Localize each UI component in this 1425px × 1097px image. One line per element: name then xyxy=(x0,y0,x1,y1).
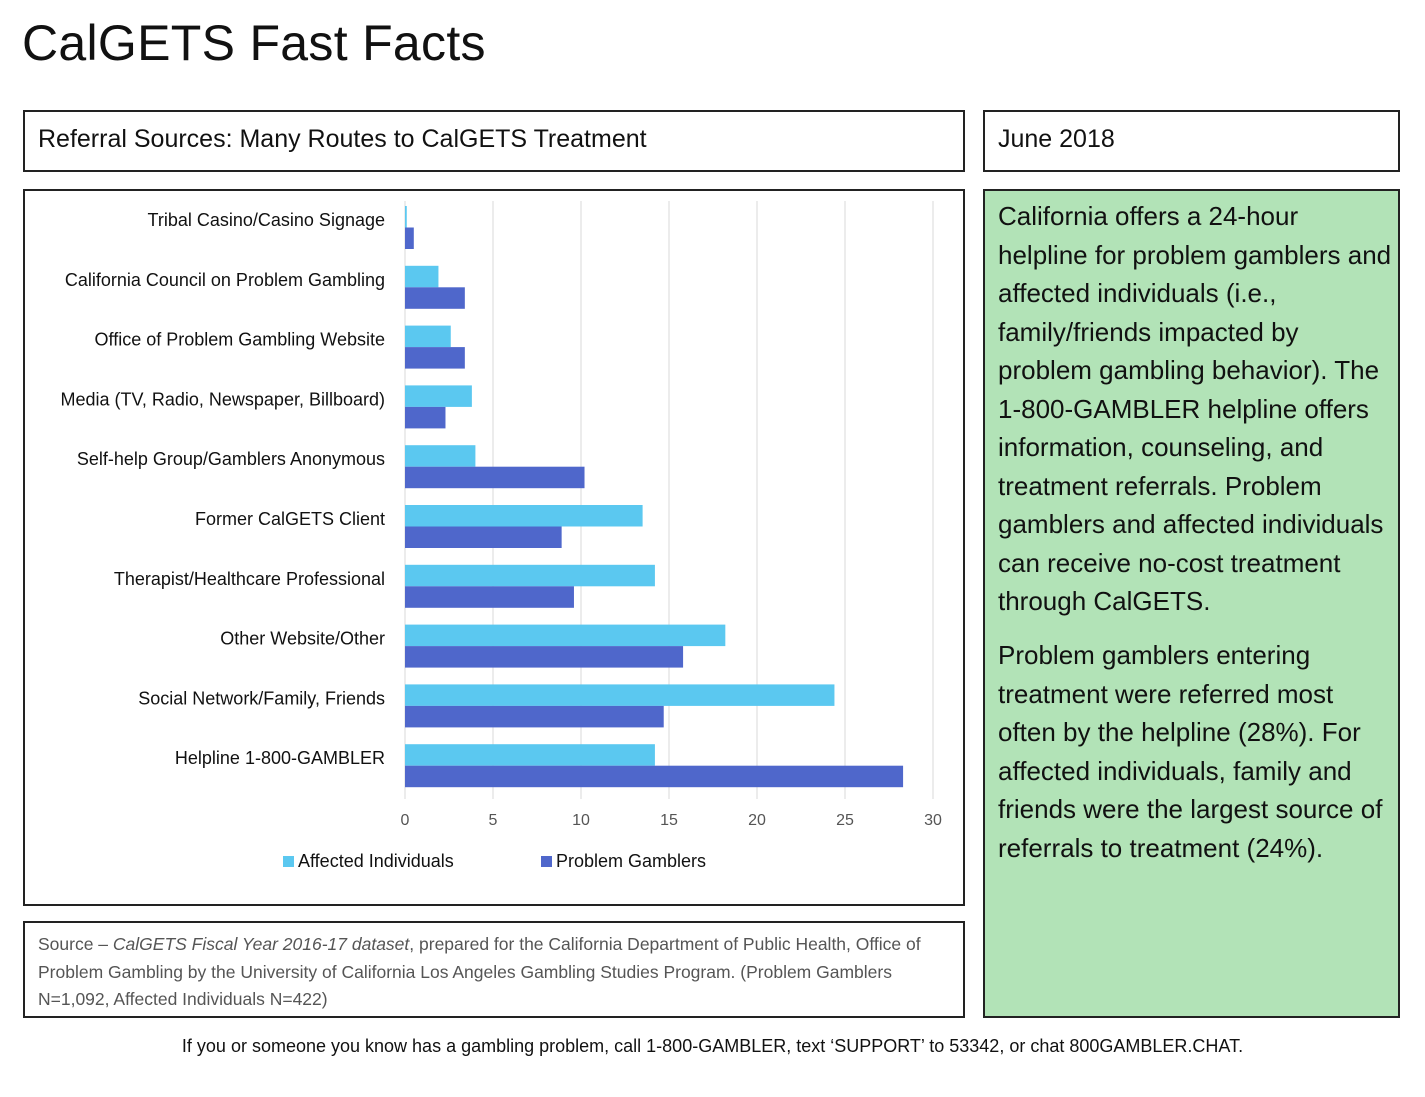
x-tick-label: 30 xyxy=(924,812,942,829)
x-tick-label: 5 xyxy=(489,812,498,829)
category-label: Helpline 1-800-GAMBLER xyxy=(175,748,385,768)
chart-x-ticks: 0 5 10 15 20 25 30 xyxy=(401,812,942,829)
bar-problem-gamblers xyxy=(405,646,684,668)
bar-problem-gamblers xyxy=(405,227,414,249)
legend-swatch xyxy=(283,856,294,867)
category-label: Social Network/Family, Friends xyxy=(138,688,385,708)
chart-bars xyxy=(405,206,904,788)
bar-affected-individuals xyxy=(405,684,835,706)
bar-affected-individuals xyxy=(405,445,476,467)
category-label: Tribal Casino/Casino Signage xyxy=(148,210,385,230)
x-tick-label: 15 xyxy=(660,812,678,829)
chart-category-labels: Tribal Casino/Casino Signage California C… xyxy=(61,210,386,768)
footer-helpline-text: If you or someone you know has a gamblin… xyxy=(181,1036,1244,1056)
bar-affected-individuals xyxy=(405,265,439,288)
bar-problem-gamblers xyxy=(405,347,465,369)
x-tick-label: 0 xyxy=(401,812,410,829)
legend-label: Affected Individuals xyxy=(298,851,454,871)
category-label: Former CalGETS Client xyxy=(195,509,385,529)
bar-problem-gamblers xyxy=(405,406,446,429)
bar-problem-gamblers xyxy=(405,586,574,608)
bar-problem-gamblers xyxy=(405,466,585,489)
x-tick-label: 10 xyxy=(572,812,590,829)
referral-bar-chart: Tribal Casino/Casino Signage California C… xyxy=(61,201,942,871)
category-label: Other Website/Other xyxy=(220,629,385,649)
x-tick-label: 25 xyxy=(836,812,854,829)
source-prefix: Source – xyxy=(38,934,113,954)
bar-problem-gamblers xyxy=(405,526,562,548)
bar-affected-individuals xyxy=(405,385,472,407)
chart-panel: Tribal Casino/Casino Signage California C… xyxy=(23,189,965,906)
bar-problem-gamblers xyxy=(405,765,904,788)
category-label: Media (TV, Radio, Newspaper, Billboard) xyxy=(61,389,386,409)
report-date: June 2018 xyxy=(998,125,1115,153)
bar-affected-individuals xyxy=(405,624,726,647)
source-note-box: Source – CalGETS Fiscal Year 2016-17 dat… xyxy=(23,921,965,1018)
legend-swatch xyxy=(541,856,552,867)
bar-affected-individuals xyxy=(405,505,643,527)
category-label: Self-help Group/Gamblers Anonymous xyxy=(77,449,385,469)
x-tick-label: 20 xyxy=(748,812,766,829)
category-label: Therapist/Healthcare Professional xyxy=(114,569,385,589)
bar-affected-individuals xyxy=(405,206,407,228)
section-header: Referral Sources: Many Routes to CalGETS… xyxy=(38,125,647,153)
bar-problem-gamblers xyxy=(405,287,465,309)
source-description: , prepared for the California Department… xyxy=(38,934,921,1009)
source-note: Source – CalGETS Fiscal Year 2016-17 dat… xyxy=(38,931,953,1014)
bar-problem-gamblers xyxy=(405,705,664,728)
bar-affected-individuals xyxy=(405,744,655,766)
category-label: California Council on Problem Gambling xyxy=(65,270,385,290)
sidebar-paragraph-helpline: California offers a 24-hour helpline for… xyxy=(998,201,1392,616)
info-sidebar: California offers a 24-hour helpline for… xyxy=(983,189,1400,1018)
page-title: CalGETS Fast Facts xyxy=(22,15,486,71)
bar-affected-individuals xyxy=(405,564,655,587)
category-label: Office of Problem Gambling Website xyxy=(95,330,385,350)
source-dataset: CalGETS Fiscal Year 2016-17 dataset xyxy=(112,934,410,954)
chart-gridlines xyxy=(404,201,934,799)
sidebar-paragraph-findings: Problem gamblers entering treatment were… xyxy=(998,640,1383,863)
bar-affected-individuals xyxy=(405,325,451,348)
legend-label: Problem Gamblers xyxy=(556,851,706,871)
date-box: June 2018 xyxy=(983,110,1400,172)
section-header-box: Referral Sources: Many Routes to CalGETS… xyxy=(23,110,965,172)
chart-legend: Affected Individuals Problem Gamblers xyxy=(283,851,706,871)
